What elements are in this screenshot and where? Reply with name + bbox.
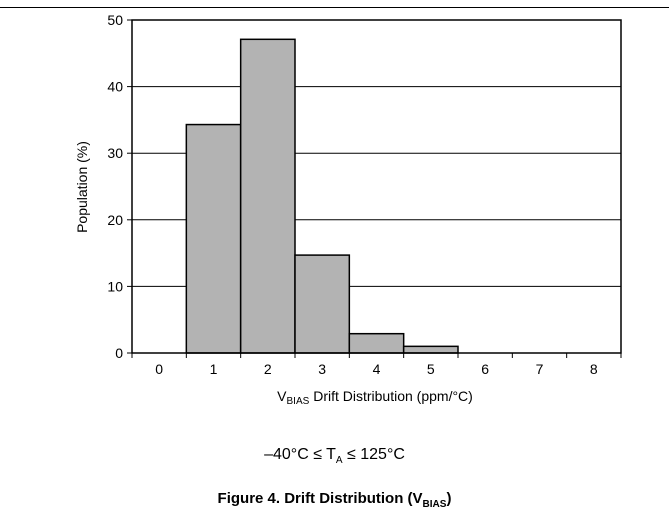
- axis-layer: [127, 19, 622, 358]
- bar-layer: [185, 38, 459, 354]
- histogram-chart: 0 10 20 30 40 50 0 1 2 3 4 5 6 7 8 Population (%) VBIA…: [74, 12, 622, 407]
- x-tick-label-5: 5: [427, 361, 435, 377]
- bar-3: [294, 254, 351, 354]
- plot-frame: [131, 19, 622, 354]
- y-tick-label-10: 10: [107, 278, 123, 294]
- x-tick-label-8: 8: [590, 361, 598, 377]
- x-tick-label-3: 3: [318, 361, 326, 377]
- y-tick-label-0: 0: [115, 345, 123, 361]
- bar-2: [239, 38, 296, 354]
- x-axis-title: VBIAS Drift Distribution (ppm/°C): [277, 388, 473, 407]
- x-tick-label-4: 4: [373, 361, 381, 377]
- condition-suffix: ≤ 125°C: [342, 446, 405, 463]
- x-tick-label-7: 7: [536, 361, 544, 377]
- condition-prefix: –40°C ≤ T: [264, 446, 336, 463]
- bar-4: [348, 332, 405, 354]
- caption-suffix: ): [446, 490, 452, 507]
- x-tick-label-1: 1: [210, 361, 218, 377]
- y-tick-label-40: 40: [107, 79, 123, 95]
- top-rule: [0, 7, 669, 8]
- x-axis-title-main: V: [277, 388, 287, 404]
- bar-5: [402, 345, 459, 354]
- y-tick-label-50: 50: [107, 12, 123, 28]
- x-tick-label-6: 6: [481, 361, 489, 377]
- y-axis-title: Population (%): [74, 141, 90, 233]
- caption-prefix: Figure 4. Drift Distribution (V: [217, 490, 423, 507]
- condition-sub: A: [335, 455, 343, 467]
- x-axis-title-rest: Drift Distribution (ppm/°C): [309, 388, 473, 404]
- label-layer: 0 10 20 30 40 50 0 1 2 3 4 5 6 7 8: [107, 12, 598, 377]
- x-axis-title-sub: BIAS: [287, 396, 310, 407]
- bar-1: [185, 123, 242, 354]
- figure-caption: Figure 4. Drift Distribution (VBIAS): [0, 490, 669, 510]
- x-tick-label-2: 2: [264, 361, 272, 377]
- y-tick-label-30: 30: [107, 145, 123, 161]
- x-tick-label-0: 0: [155, 361, 163, 377]
- test-condition: –40°C ≤ TA ≤ 125°C: [0, 446, 669, 466]
- caption-sub: BIAS: [422, 499, 447, 510]
- y-tick-label-20: 20: [107, 212, 123, 228]
